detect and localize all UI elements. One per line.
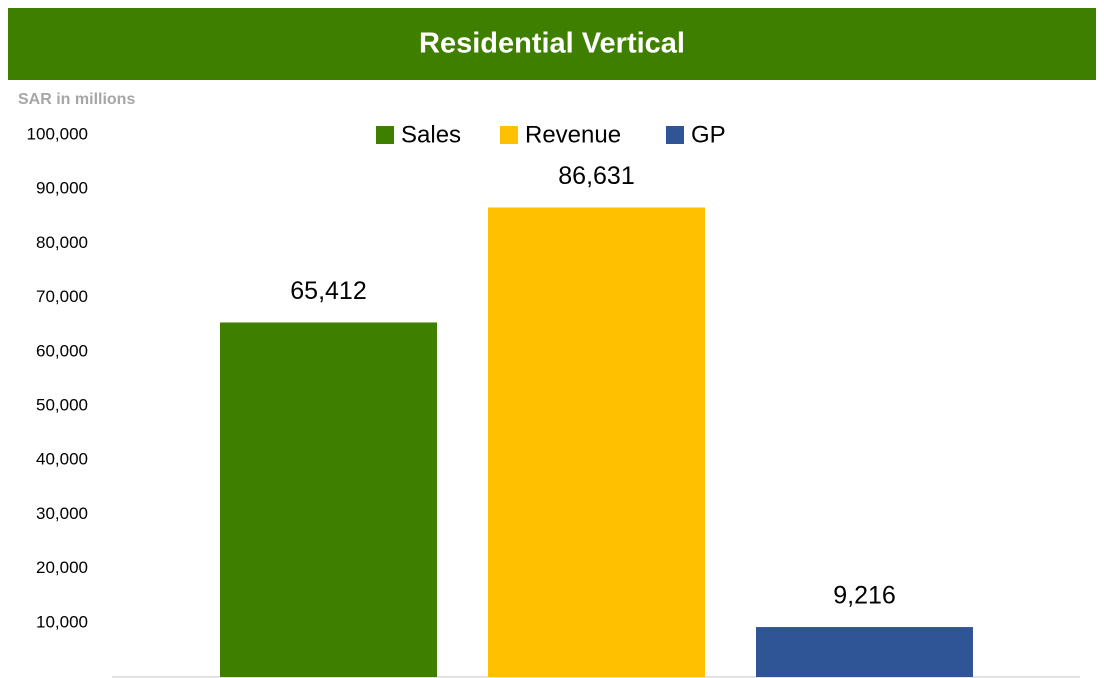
- legend-label: Revenue: [525, 121, 621, 148]
- title-banner: [8, 8, 1096, 80]
- legend-label: GP: [691, 121, 726, 148]
- bar: [756, 627, 973, 677]
- legend-swatch: [500, 126, 518, 144]
- y-tick-label: 30,000: [36, 504, 88, 523]
- value-label: 65,412: [290, 277, 366, 305]
- y-tick-label: 20,000: [36, 558, 88, 577]
- chart-title: Residential Vertical: [419, 28, 685, 60]
- y-tick-label: 10,000: [36, 612, 88, 631]
- y-tick-label: 40,000: [36, 450, 88, 469]
- legend-label: Sales: [401, 121, 461, 148]
- value-label: 9,216: [833, 582, 896, 610]
- y-tick-label: 80,000: [36, 233, 88, 252]
- bar: [488, 207, 705, 678]
- legend-swatch: [666, 126, 684, 144]
- y-tick-label: 100,000: [27, 124, 88, 143]
- legend-swatch: [376, 126, 394, 144]
- y-tick-label: 70,000: [36, 287, 88, 306]
- y-tick-label: 90,000: [36, 179, 88, 198]
- y-tick-label: 50,000: [36, 395, 88, 414]
- value-label: 86,631: [558, 162, 634, 190]
- bar: [220, 322, 437, 677]
- y-axis-label: SAR in millions: [18, 91, 135, 108]
- y-tick-label: 60,000: [36, 341, 88, 360]
